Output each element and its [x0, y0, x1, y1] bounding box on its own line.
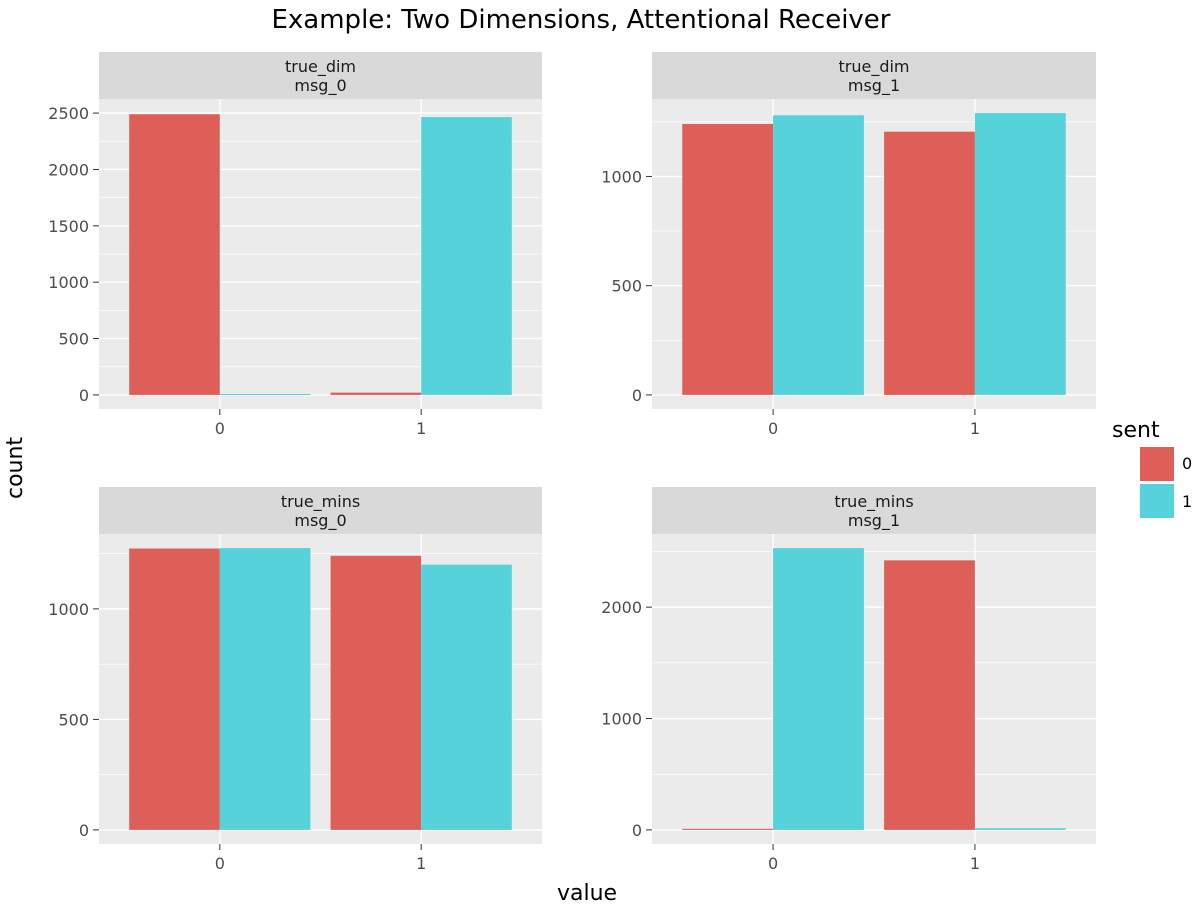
chart-title: Example: Two Dimensions, Attentional Rec… [271, 5, 890, 35]
x-tick-label: 0 [768, 854, 778, 873]
bar-sent-1-value-0 [773, 115, 864, 395]
bar-sent-1-value-0 [219, 394, 311, 396]
x-tick-label: 1 [970, 419, 980, 438]
legend-title: sent [1112, 418, 1160, 443]
facet-strip-label: msg_0 [294, 76, 346, 96]
bar-sent-0-value-0 [682, 124, 774, 395]
bar-sent-0-value-0 [682, 828, 774, 830]
legend-key-1 [1140, 484, 1174, 518]
y-tick-label: 1500 [48, 217, 89, 236]
x-tick-label: 0 [215, 419, 225, 438]
facet-strip [99, 52, 542, 99]
facet-strip-label: true_dim [838, 57, 909, 77]
y-tick-label: 500 [58, 330, 89, 349]
facet-strip [652, 487, 1096, 534]
facet-strip-label: true_mins [834, 492, 913, 512]
x-tick-label: 0 [215, 854, 225, 873]
facet-strip-label: true_dim [285, 57, 356, 77]
x-tick-label: 1 [416, 854, 426, 873]
x-tick-label: 1 [970, 854, 980, 873]
y-tick-label: 0 [79, 821, 89, 840]
bar-sent-0-value-1 [330, 555, 422, 830]
y-tick-label: 0 [632, 386, 642, 405]
bar-sent-0-value-0 [129, 114, 220, 395]
facet-strip-label: msg_1 [848, 76, 900, 96]
x-tick-label: 0 [768, 419, 778, 438]
facet-strip-label: msg_1 [848, 511, 900, 531]
facet-strip [652, 52, 1096, 99]
panel-background [652, 534, 1096, 844]
y-tick-label: 1000 [601, 167, 642, 186]
y-tick-label: 500 [58, 710, 89, 729]
legend: sent 0 1 [1112, 418, 1192, 518]
legend-label-0: 0 [1182, 454, 1192, 473]
y-tick-label: 0 [79, 386, 89, 405]
x-axis-title: value [557, 881, 617, 906]
bar-sent-1-value-1 [974, 828, 1066, 830]
bar-sent-1-value-0 [773, 548, 864, 830]
y-tick-label: 2500 [48, 104, 89, 123]
y-tick-label: 1000 [601, 710, 642, 729]
bar-sent-1-value-1 [421, 564, 512, 830]
y-tick-label: 1000 [48, 273, 89, 292]
legend-label-1: 1 [1182, 492, 1192, 511]
legend-key-0 [1140, 447, 1174, 481]
facet-strip [99, 487, 542, 534]
x-tick-label: 1 [416, 419, 426, 438]
bar-sent-0-value-1 [884, 560, 975, 830]
y-tick-label: 2000 [48, 160, 89, 179]
bar-sent-0-value-0 [129, 548, 220, 830]
facet-strip-label: true_mins [281, 492, 360, 512]
bar-sent-1-value-1 [421, 117, 512, 395]
bar-sent-1-value-0 [219, 548, 311, 830]
y-tick-label: 2000 [601, 598, 642, 617]
y-tick-label: 0 [632, 821, 642, 840]
bar-sent-1-value-1 [974, 113, 1066, 395]
bar-sent-0-value-1 [884, 131, 975, 395]
y-tick-label: 500 [611, 277, 642, 296]
y-tick-label: 1000 [48, 600, 89, 619]
facet-strip-label: msg_0 [294, 511, 346, 531]
bar-sent-0-value-1 [330, 392, 422, 395]
y-axis-title: count [3, 437, 28, 499]
